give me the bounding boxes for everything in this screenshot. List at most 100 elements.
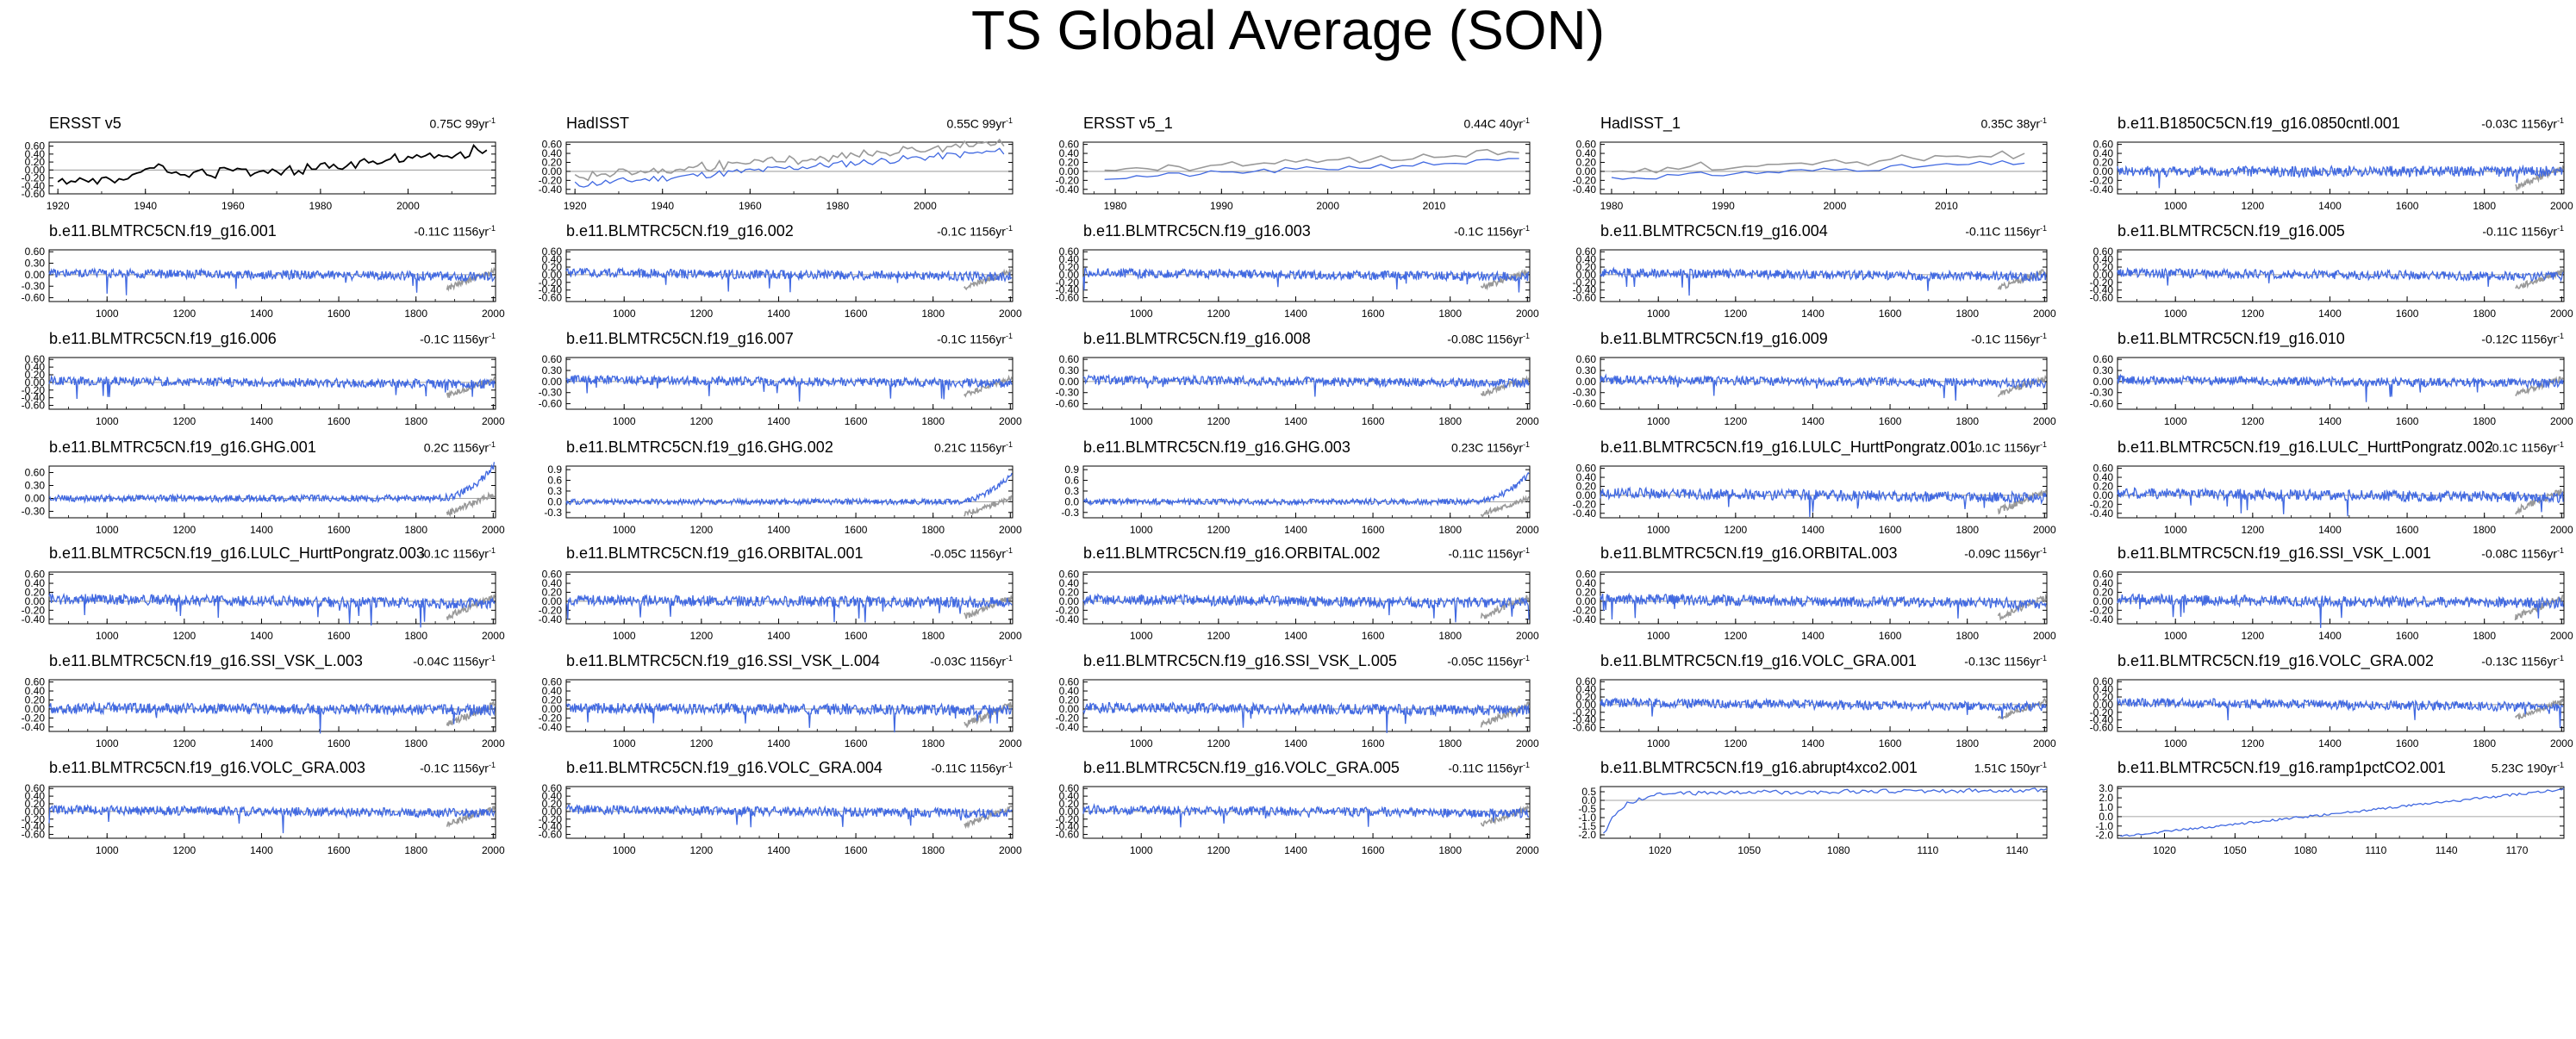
x-tick-label: 1800 [921, 524, 945, 536]
x-tick-label: 1400 [250, 308, 273, 320]
panel-title: b.e11.BLMTRC5CN.f19_g16.LULC_HurttPongra… [2118, 439, 2493, 456]
plot-frame [565, 786, 1014, 839]
panel-trend-label: -0.1C 1156yr-1 [937, 332, 1013, 346]
x-tick-label: 1600 [2396, 524, 2419, 536]
chart-svg: 0.600.400.200.00-0.20-0.40 1000 1200 1400 16… [1056, 676, 1539, 750]
x-tick-label: 1000 [1130, 524, 1153, 536]
x-tick-label: 1600 [327, 737, 351, 750]
y-tick-label: -0.60 [1573, 292, 1597, 304]
trend-value: -0.1C 1156yr [937, 224, 1006, 239]
trend-exponent: -1 [2556, 116, 2564, 125]
y-tick-label: 0.30 [25, 258, 46, 270]
y-tick-label: 0.40 [1576, 683, 1597, 695]
y-tick-label: -0.60 [2090, 398, 2114, 410]
panel-trend-label: 0.75C 99yr-1 [430, 116, 496, 131]
y-tick-label: -1.5 [1578, 820, 1596, 832]
plot-frame [1600, 465, 2048, 519]
y-tick-label: -0.40 [1056, 284, 1080, 296]
trend-value: -0.08C 1156yr [1447, 332, 1523, 346]
y-tick-label: 0.60 [2093, 353, 2114, 365]
x-tick-label: 1400 [250, 524, 273, 536]
panel-title: b.e11.BLMTRC5CN.f19_g16.005 [2118, 222, 2345, 240]
x-tick-label: 1000 [96, 415, 119, 427]
observed-series-line [1997, 374, 2047, 397]
chart-panel: b.e11.BLMTRC5CN.f19_g16.007 -0.1C 1156yr-… [521, 330, 1022, 435]
y-tick-label: -0.20 [1573, 174, 1597, 186]
observed-series-line [964, 805, 1013, 830]
x-tick-label: 1200 [1207, 737, 1230, 750]
x-tick-label: 1800 [404, 844, 427, 856]
x-tick-label: 2000 [2550, 415, 2573, 427]
chart-svg: 0.600.400.200.00-0.20-0.40 1000 1200 1400 16… [1056, 569, 1539, 642]
x-tick-label: 1000 [2164, 200, 2187, 212]
x-tick-label: 1200 [2241, 737, 2264, 750]
trend-value: -0.1C 1156yr [1454, 224, 1523, 239]
x-tick-label: 1400 [767, 844, 790, 856]
x-tick-label: 1400 [250, 844, 273, 856]
y-tick-label: -0.60 [22, 829, 46, 841]
y-tick-label: 0.0 [1064, 495, 1079, 507]
y-tick-label: 0.40 [2093, 471, 2114, 483]
chart-panel: HadISST 0.55C 99yr-1 0.60 0.40 0.20 0.00 -0.20… [521, 115, 1016, 220]
x-tick-label: 1400 [250, 737, 273, 750]
y-tick-label: 0.60 [1059, 569, 1080, 581]
plot-frame [1600, 786, 2048, 839]
series-line [2117, 593, 2564, 628]
trend-value: -0.1C 1156yr [420, 332, 489, 346]
y-tick-label: 0.00 [25, 376, 46, 389]
chart-panel: b.e11.BLMTRC5CN.f19_g16.ORBITAL.002 -0.11… [1039, 544, 1539, 650]
y-tick-label: 0.0 [2099, 811, 2113, 823]
x-tick-label: 1600 [2396, 737, 2419, 750]
x-tick-label: 2000 [482, 415, 505, 427]
x-tick-label: 2000 [396, 200, 420, 212]
x-tick-label: 1110 [2365, 844, 2386, 856]
trend-value: -0.04C 1156yr [413, 654, 489, 669]
y-tick-label: 0.30 [542, 364, 563, 376]
y-tick-label: -0.60 [22, 400, 46, 412]
panel-title: b.e11.BLMTRC5CN.f19_g16.VOLC_GRA.002 [2118, 652, 2434, 669]
y-tick-label: 0.60 [25, 140, 46, 152]
y-tick-label: 0.60 [2093, 463, 2114, 475]
trend-exponent: -1 [1005, 546, 1013, 555]
x-tick-label: 2000 [482, 630, 505, 642]
y-tick-label: 0.40 [542, 147, 563, 159]
trend-exponent: -1 [488, 546, 496, 555]
x-tick-label: 1000 [96, 524, 119, 536]
panel-trend-label: -0.05C 1156yr-1 [930, 546, 1013, 561]
y-tick-label: 0.20 [1576, 261, 1597, 273]
chart-svg: 0.600.400.200.00-0.20-0.40 1000 1200 1400 16… [2090, 463, 2573, 536]
x-tick-label: 1000 [96, 844, 119, 856]
y-tick-label: -0.60 [2090, 722, 2114, 734]
x-tick-label: 1050 [1737, 844, 1761, 856]
trend-exponent: -1 [2039, 546, 2047, 555]
x-tick-label: 1400 [2318, 200, 2342, 212]
trend-exponent: -1 [1522, 654, 1530, 663]
chart-panel: b.e11.BLMTRC5CN.f19_g16.SSI_VSK_L.001 -0.… [2073, 544, 2573, 650]
y-tick-label: 0.00 [2093, 165, 2114, 177]
series-line [1082, 267, 1530, 293]
x-tick-label: 1400 [250, 630, 273, 642]
chart-svg: 0.600.400.200.00-0.20-0.40-0.60 1000 1200 1… [1056, 246, 1539, 320]
trend-value: 5.23C 190yr [2491, 761, 2557, 775]
x-tick-label: 1200 [1207, 308, 1230, 320]
trend-value: 0.55C 99yr [946, 116, 1006, 131]
x-tick-label: 1600 [327, 844, 351, 856]
series-line [565, 374, 1013, 402]
y-tick-label: 0.00 [1576, 595, 1597, 607]
series-line [2117, 696, 2564, 728]
x-tick-label: 2010 [1423, 200, 1446, 212]
y-tick-label: 0.60 [542, 676, 563, 688]
y-tick-label: -0.40 [539, 613, 563, 625]
trend-value: -0.1C 1156yr [937, 332, 1006, 346]
series-line [57, 144, 488, 185]
series-line [2117, 266, 2564, 287]
x-tick-label: 1200 [689, 630, 713, 642]
trend-value: 0.35C 38yr [1980, 116, 2040, 131]
y-tick-label: 0.40 [2093, 147, 2114, 159]
panel-title: b.e11.BLMTRC5CN.f19_g16.ORBITAL.001 [566, 544, 864, 562]
y-tick-label: 0.40 [542, 577, 563, 589]
x-tick-label: 1400 [1284, 737, 1307, 750]
y-tick-label: 0.30 [1576, 364, 1597, 376]
x-tick-label: 1800 [404, 737, 427, 750]
x-tick-label: 1200 [1207, 844, 1230, 856]
